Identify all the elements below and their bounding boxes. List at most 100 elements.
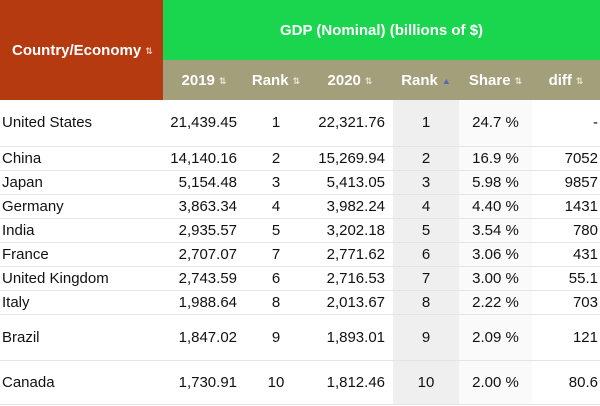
diff-cell: 7052 <box>532 146 600 171</box>
table-row: Italy 1,988.64 8 2,013.67 8 2.22 % 703 <box>0 290 600 315</box>
rank-2019-cell: 5 <box>245 218 307 243</box>
gdp-2019-cell: 2,707.07 <box>163 242 245 267</box>
column-header-label: diff <box>548 71 572 89</box>
gdp-2020-cell: 3,982.24 <box>307 194 393 219</box>
gdp-2019-cell: 2,935.57 <box>163 218 245 243</box>
gdp-2019-cell: 1,847.02 <box>163 314 245 361</box>
rank-2019-cell: 2 <box>245 146 307 171</box>
table-row: Brazil 1,847.02 9 1,893.01 9 2.09 % 121 <box>0 314 600 361</box>
column-header-label: 2020 <box>327 71 361 89</box>
table-row: United States 21,439.45 1 22,321.76 1 24.7 % - <box>0 100 600 147</box>
diff-cell: 121 <box>532 314 600 361</box>
rank-2019-cell: 3 <box>245 170 307 195</box>
gdp-2019-cell: 5,154.48 <box>163 170 245 195</box>
table-row: Germany 3,863.34 4 3,982.24 4 4.40 % 1431 <box>0 194 600 219</box>
gdp-2020-cell: 3,202.18 <box>307 218 393 243</box>
column-header-2020[interactable]: 2020 ⇅ <box>307 60 393 100</box>
gdp-2019-cell: 3,863.34 <box>163 194 245 219</box>
gdp-2020-cell: 2,716.53 <box>307 266 393 291</box>
rank-2020-cell: 1 <box>393 100 459 147</box>
rank-2020-cell: 6 <box>393 242 459 267</box>
country-cell: France <box>0 242 163 267</box>
column-header-label: Rank <box>251 71 289 89</box>
country-header-label: Country/Economy <box>12 41 142 59</box>
gdp-2019-cell: 1,988.64 <box>163 290 245 315</box>
sort-icon[interactable]: ⇅ <box>514 75 523 86</box>
share-cell: 2.09 % <box>459 314 532 361</box>
country-cell: India <box>0 218 163 243</box>
table-row: Japan 5,154.48 3 5,413.05 3 5.98 % 9857 <box>0 170 600 195</box>
gdp-2019-cell: 2,743.59 <box>163 266 245 291</box>
diff-cell: 703 <box>532 290 600 315</box>
country-cell: Japan <box>0 170 163 195</box>
rank-2020-cell: 3 <box>393 170 459 195</box>
gdp-group-header: GDP (Nominal) (billions of $) <box>163 0 600 60</box>
rank-2019-cell: 1 <box>245 100 307 147</box>
table-row: India 2,935.57 5 3,202.18 5 3.54 % 780 <box>0 218 600 243</box>
sort-icon[interactable]: ⇅ <box>292 75 301 86</box>
table-row: United Kingdom 2,743.59 6 2,716.53 7 3.00 % 55… <box>0 266 600 291</box>
sort-icon[interactable]: ⇅ <box>145 45 153 56</box>
rank-2020-cell: 5 <box>393 218 459 243</box>
table-row: China 14,140.16 2 15,269.94 2 16.9 % 7052 <box>0 146 600 171</box>
rank-2019-cell: 10 <box>245 360 307 405</box>
rank-2020-cell: 7 <box>393 266 459 291</box>
gdp-2020-cell: 15,269.94 <box>307 146 393 171</box>
share-cell: 5.98 % <box>459 170 532 195</box>
country-cell: China <box>0 146 163 171</box>
share-cell: 3.00 % <box>459 266 532 291</box>
rank-2020-cell: 4 <box>393 194 459 219</box>
column-header-diff[interactable]: diff ⇅ <box>532 60 600 100</box>
column-header-label: Rank <box>401 71 438 89</box>
column-header-rank-2020[interactable]: Rank ▲ <box>393 60 459 100</box>
rank-2019-cell: 6 <box>245 266 307 291</box>
column-header-share[interactable]: Share ⇅ <box>459 60 532 100</box>
rank-2020-cell: 10 <box>393 360 459 405</box>
rank-2019-cell: 4 <box>245 194 307 219</box>
rank-2019-cell: 9 <box>245 314 307 361</box>
gdp-2020-cell: 2,771.62 <box>307 242 393 267</box>
country-cell: Germany <box>0 194 163 219</box>
column-header-label: Share <box>468 71 511 89</box>
gdp-2019-cell: 21,439.45 <box>163 100 245 147</box>
rank-2019-cell: 8 <box>245 290 307 315</box>
table-row: Canada 1,730.91 10 1,812.46 10 2.00 % 80.6 <box>0 360 600 405</box>
country-cell: Brazil <box>0 314 163 361</box>
table-row: France 2,707.07 7 2,771.62 6 3.06 % 431 <box>0 242 600 267</box>
share-cell: 2.00 % <box>459 360 532 405</box>
gdp-2020-cell: 22,321.76 <box>307 100 393 147</box>
country-cell: Canada <box>0 360 163 405</box>
rank-2020-cell: 2 <box>393 146 459 171</box>
diff-cell: 780 <box>532 218 600 243</box>
country-column-header[interactable]: Country/Economy ⇅ <box>0 0 163 100</box>
share-cell: 2.22 % <box>459 290 532 315</box>
column-header-label: 2019 <box>181 71 215 89</box>
gdp-2019-cell: 1,730.91 <box>163 360 245 405</box>
country-cell: United Kingdom <box>0 266 163 291</box>
diff-cell: 55.1 <box>532 266 600 291</box>
sort-ascending-icon[interactable]: ▲ <box>441 75 451 86</box>
share-cell: 3.06 % <box>459 242 532 267</box>
sort-icon[interactable]: ⇅ <box>364 75 373 86</box>
gdp-2020-cell: 5,413.05 <box>307 170 393 195</box>
diff-cell: 1431 <box>532 194 600 219</box>
diff-cell: 9857 <box>532 170 600 195</box>
diff-cell: 80.6 <box>532 360 600 405</box>
share-cell: 3.54 % <box>459 218 532 243</box>
share-cell: 24.7 % <box>459 100 532 147</box>
diff-cell: - <box>532 100 600 147</box>
table-body: United States 21,439.45 1 22,321.76 1 24.7 % -… <box>0 100 600 405</box>
sort-icon[interactable]: ⇅ <box>575 75 584 86</box>
rank-2020-cell: 9 <box>393 314 459 361</box>
gdp-2020-cell: 1,812.46 <box>307 360 393 405</box>
country-cell: Italy <box>0 290 163 315</box>
country-cell: United States <box>0 100 163 147</box>
share-cell: 16.9 % <box>459 146 532 171</box>
share-cell: 4.40 % <box>459 194 532 219</box>
column-header-2019[interactable]: 2019 ⇅ <box>163 60 245 100</box>
column-header-rank-2019[interactable]: Rank ⇅ <box>245 60 307 100</box>
gdp-2020-cell: 1,893.01 <box>307 314 393 361</box>
sort-icon[interactable]: ⇅ <box>218 75 227 86</box>
diff-cell: 431 <box>532 242 600 267</box>
